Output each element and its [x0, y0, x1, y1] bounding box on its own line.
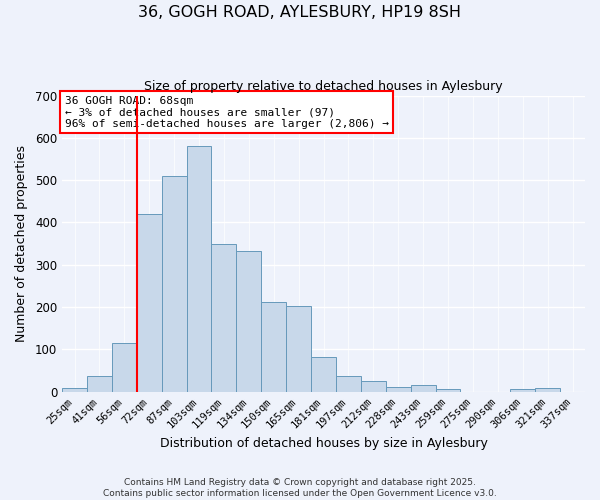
Bar — [410, 386, 436, 392]
Text: Contains HM Land Registry data © Crown copyright and database right 2025.
Contai: Contains HM Land Registry data © Crown c… — [103, 478, 497, 498]
Bar — [361, 382, 386, 392]
Bar — [87, 376, 112, 392]
Bar — [436, 390, 460, 392]
Bar — [286, 306, 311, 392]
X-axis label: Distribution of detached houses by size in Aylesbury: Distribution of detached houses by size … — [160, 437, 487, 450]
Bar — [161, 176, 187, 392]
Bar — [510, 388, 535, 392]
Text: 36 GOGH ROAD: 68sqm
← 3% of detached houses are smaller (97)
96% of semi-detache: 36 GOGH ROAD: 68sqm ← 3% of detached hou… — [65, 96, 389, 129]
Bar — [137, 214, 161, 392]
Bar — [386, 386, 410, 392]
Bar — [236, 251, 261, 392]
Bar — [311, 356, 336, 392]
Bar — [211, 244, 236, 392]
Bar — [62, 388, 87, 392]
Bar — [187, 146, 211, 392]
Bar — [112, 343, 137, 392]
Y-axis label: Number of detached properties: Number of detached properties — [15, 145, 28, 342]
Title: Size of property relative to detached houses in Aylesbury: Size of property relative to detached ho… — [144, 80, 503, 93]
Bar — [261, 302, 286, 392]
Bar — [535, 388, 560, 392]
Bar — [336, 376, 361, 392]
Text: 36, GOGH ROAD, AYLESBURY, HP19 8SH: 36, GOGH ROAD, AYLESBURY, HP19 8SH — [139, 5, 461, 20]
